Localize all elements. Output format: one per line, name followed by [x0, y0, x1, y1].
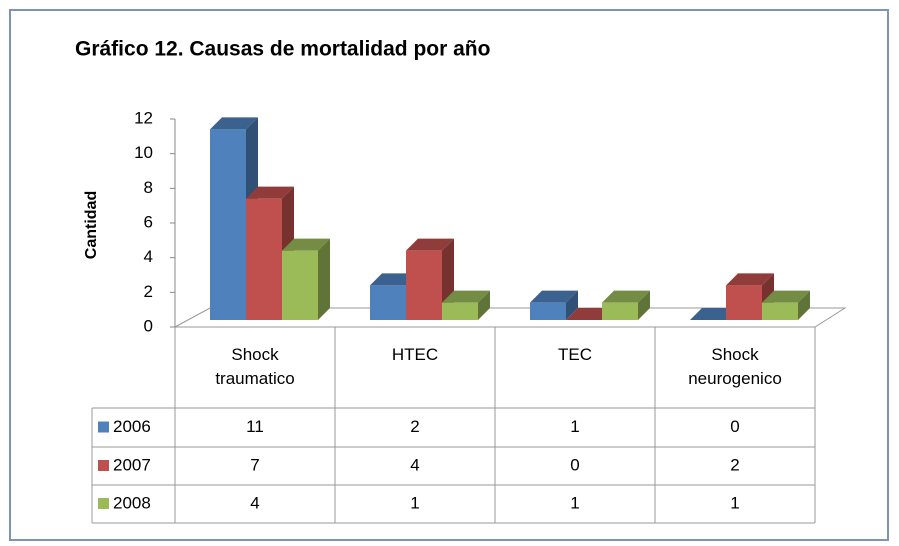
table-value: 2 [410, 417, 419, 436]
y-tick-label: 12 [134, 108, 153, 127]
bar-top [762, 290, 810, 303]
y-tick-label: 6 [144, 212, 153, 231]
bar-top [282, 238, 330, 251]
table-value: 0 [730, 417, 739, 436]
bar [442, 302, 478, 320]
table-value: 4 [410, 455, 419, 474]
table-value: 1 [730, 493, 739, 512]
y-tick-label: 0 [144, 316, 153, 335]
bar-top [602, 290, 650, 303]
bar-top [246, 186, 294, 199]
y-tick-label: 2 [144, 282, 153, 301]
bar [246, 198, 282, 320]
legend-swatch [98, 421, 109, 433]
table-value: 1 [570, 417, 579, 436]
bar-top [406, 238, 454, 251]
x-tick-label: HTEC [391, 345, 439, 364]
x-tick-label: TEC [558, 345, 592, 364]
table-value: 2 [730, 455, 739, 474]
bar-top [442, 290, 490, 303]
table-value: 1 [570, 493, 579, 512]
bar-side [638, 290, 650, 320]
legend-label: 2008 [113, 493, 151, 512]
table-value: 4 [250, 493, 259, 512]
x-tick-label: Shock neurogenico [688, 345, 782, 388]
y-tick-label: 4 [144, 247, 153, 266]
y-axis-label: Cantidad [83, 191, 100, 259]
bar [406, 250, 442, 320]
legend-label: 2006 [113, 417, 151, 436]
table-value: 7 [250, 455, 259, 474]
bar-top [726, 273, 774, 286]
bar-side [318, 238, 330, 320]
bar-side [798, 290, 810, 320]
y-tick-label: 10 [134, 143, 153, 162]
y-tick-label: 8 [144, 178, 153, 197]
table-value: 1 [410, 493, 419, 512]
bar-side [566, 290, 578, 320]
legend-swatch [98, 498, 109, 509]
x-tick-label: Shock traumatico [215, 345, 295, 388]
chart-title: Gráfico 12. Causas de mortalidad por año [75, 38, 490, 61]
bar [282, 250, 318, 320]
table-value: 11 [246, 417, 264, 436]
table-value: 0 [570, 455, 579, 474]
bar [530, 302, 566, 320]
bar [210, 129, 246, 320]
legend-label: 2007 [113, 455, 151, 474]
bar [726, 285, 762, 320]
bar [602, 302, 638, 320]
bar-top [210, 117, 258, 130]
bar [762, 302, 798, 320]
bar [370, 285, 406, 320]
frame [9, 9, 889, 541]
legend-swatch [98, 460, 109, 471]
bar-top [530, 290, 578, 303]
bar-side [478, 290, 490, 320]
